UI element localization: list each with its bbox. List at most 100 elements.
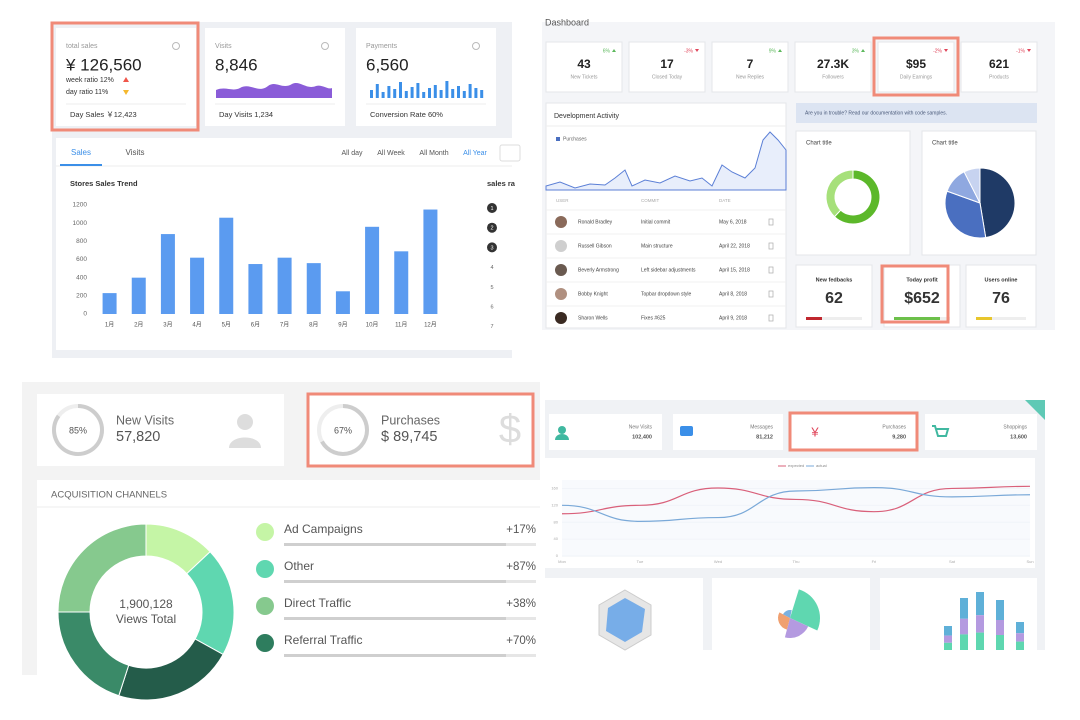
stat-value: 621	[989, 57, 1009, 71]
avatar	[555, 312, 567, 324]
card-label: Payments	[366, 43, 398, 50]
kpi-label: New fedbacks	[816, 277, 853, 283]
channel-dot	[256, 597, 274, 615]
pie-slice	[833, 169, 881, 225]
channel-dot	[256, 560, 274, 578]
user-icon-head	[237, 414, 253, 430]
mini-bar	[451, 89, 455, 98]
chart-card	[795, 130, 911, 256]
gauge-label: New Visits	[116, 413, 174, 427]
mini-bar	[381, 92, 385, 98]
mini-bar	[422, 92, 426, 98]
info-icon	[472, 42, 480, 50]
stat-arrow	[612, 49, 616, 52]
mini-bar	[976, 615, 984, 633]
stat-value: 27.3K	[817, 57, 849, 71]
gauge-amount: $ 89,745	[381, 429, 437, 445]
x-tick-label: 7月	[280, 322, 289, 329]
pie-slice	[57, 523, 147, 613]
highlight-box	[788, 411, 919, 452]
info-icon	[172, 42, 180, 50]
range-option[interactable]: All Month	[419, 150, 448, 157]
mini-bar	[1016, 622, 1024, 634]
kpi-progress	[976, 317, 992, 320]
mini-bar	[480, 90, 484, 98]
table-cell: Left sidebar adjustments	[641, 267, 696, 273]
mini-bar	[393, 89, 397, 98]
kpi-value: 62	[825, 290, 843, 307]
stat-change: -3%	[684, 48, 693, 54]
pie-slice	[825, 169, 854, 218]
card-ratio: week ratio 12%	[65, 77, 114, 84]
table-cell: Bobby Knight	[578, 291, 608, 297]
stat-change: 9%	[769, 48, 777, 54]
mini-bar	[474, 88, 478, 98]
rose-slice	[790, 589, 820, 631]
avatar	[555, 216, 567, 228]
y-tick-label: 1000	[73, 220, 88, 227]
info-icon	[321, 42, 329, 50]
stat-arrow	[1027, 49, 1031, 52]
tab[interactable]: Sales	[71, 148, 91, 157]
range-option[interactable]: All Week	[377, 150, 405, 157]
y-tick-label: 0	[556, 553, 559, 558]
stat-label: New Tickets	[571, 74, 598, 80]
tab[interactable]: Visits	[126, 148, 145, 157]
channel-change: +17%	[506, 524, 536, 536]
y-tick-label: 80	[554, 519, 559, 524]
kpi-label: Users online	[984, 277, 1017, 283]
rank-badge	[487, 301, 497, 312]
stat-label: Followers	[822, 74, 844, 80]
activity-area	[545, 131, 787, 191]
y-tick-label: 200	[76, 293, 87, 300]
channel-fill	[284, 654, 506, 657]
mini-bar	[387, 86, 391, 98]
trend-arrow	[123, 77, 129, 82]
alert-bar	[796, 103, 1037, 123]
rose-slice	[782, 610, 792, 618]
legend-label: expected	[788, 463, 804, 468]
channel-name: Ad Campaigns	[284, 522, 363, 536]
mini-bar	[944, 635, 952, 643]
sparkline-area	[216, 83, 332, 98]
card-value: ¥ 126,560	[65, 55, 142, 74]
x-tick-label: Sun	[1026, 559, 1033, 564]
mini-bar	[468, 84, 472, 98]
stat-value: 7	[747, 57, 754, 71]
x-tick-label: 9月	[338, 322, 347, 329]
stat-card	[628, 41, 706, 93]
rank-badge	[487, 203, 497, 213]
table-cell: April 15, 2018	[719, 267, 750, 273]
stat-arrow	[861, 49, 865, 52]
range-option[interactable]: All day	[341, 150, 363, 157]
message-icon	[680, 426, 693, 436]
donut-total: 1,900,128	[119, 597, 173, 611]
bar	[219, 217, 234, 314]
x-tick-label: Fri	[872, 559, 877, 564]
mini-bar	[960, 618, 968, 635]
stat-label: Daily Earnings	[900, 74, 933, 80]
rank-number: 5	[490, 285, 493, 291]
gauge-label: Purchases	[381, 413, 440, 427]
range-option[interactable]: All Year	[463, 150, 487, 157]
stat-arrow	[695, 49, 699, 52]
acquisition-card	[37, 480, 540, 675]
date-picker	[499, 144, 521, 162]
bar	[131, 277, 146, 314]
kpi-progress	[894, 317, 940, 320]
x-tick-label: 11月	[395, 322, 407, 329]
mini-bar	[370, 90, 373, 98]
x-tick-label: 1月	[105, 322, 114, 329]
bar	[248, 264, 263, 314]
stat-arrow	[778, 49, 782, 52]
stat-label: New Visits	[629, 424, 653, 430]
x-tick-label: 6月	[251, 322, 260, 329]
x-tick-label: 2月	[134, 322, 143, 329]
mini-bar	[976, 592, 984, 616]
y-tick-label: 0	[83, 311, 87, 318]
table-cell: April 22, 2018	[719, 243, 750, 249]
column-header: COMMIT	[641, 198, 659, 203]
mini-bar	[996, 600, 1004, 620]
stat-label: Products	[989, 74, 1009, 80]
